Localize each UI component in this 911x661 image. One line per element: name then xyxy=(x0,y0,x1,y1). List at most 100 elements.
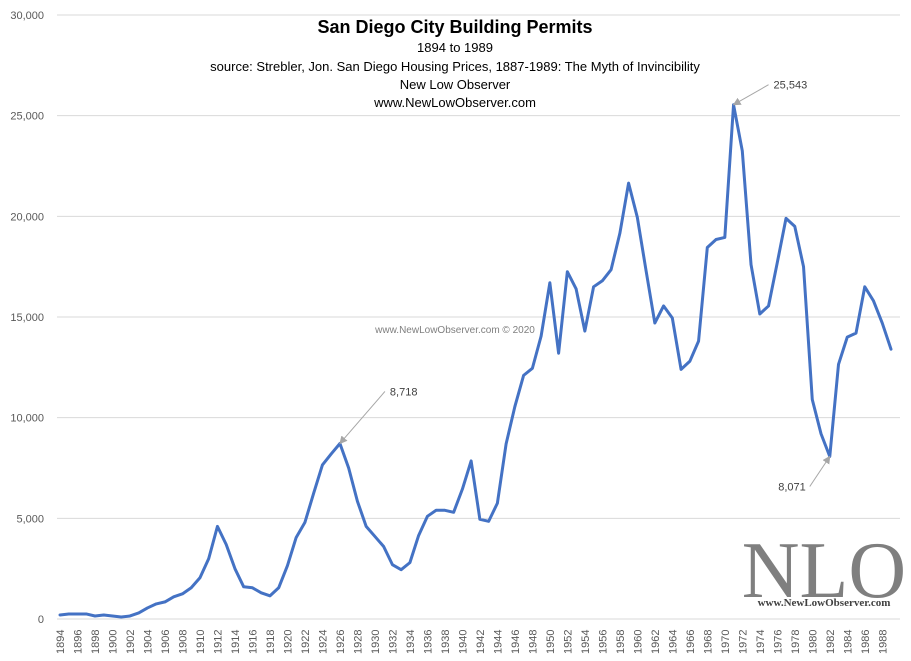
x-tick-label: 1970 xyxy=(720,630,732,654)
annotation-arrow xyxy=(732,84,769,106)
data-point xyxy=(776,261,779,264)
gridlines xyxy=(57,14,900,620)
x-tick-label: 1934 xyxy=(405,630,417,654)
x-tick-label: 1912 xyxy=(212,630,224,654)
x-tick-label: 1968 xyxy=(702,630,714,654)
data-point xyxy=(688,360,692,363)
x-tick-label: 1988 xyxy=(877,630,889,654)
data-point xyxy=(539,334,543,338)
data-point xyxy=(723,236,726,239)
x-tick-label: 1910 xyxy=(195,630,207,654)
data-point xyxy=(889,348,893,351)
data-point xyxy=(137,611,140,615)
logo: NLO www.NewLowObserver.com xyxy=(742,527,906,615)
data-point xyxy=(286,564,289,567)
annotation-label: 8,718 xyxy=(390,386,418,398)
watermark: www.NewLowObserver.com © 2020 xyxy=(374,325,535,336)
data-point xyxy=(294,536,298,539)
x-tick-label: 1982 xyxy=(825,630,837,654)
data-points xyxy=(58,103,893,619)
data-point xyxy=(225,543,228,546)
subtitle-author: New Low Observer xyxy=(400,77,511,92)
data-point xyxy=(522,374,525,377)
data-point xyxy=(583,329,587,333)
data-point xyxy=(382,545,385,548)
data-point xyxy=(714,238,718,241)
data-point xyxy=(251,586,254,589)
x-tick-label: 1894 xyxy=(55,630,67,654)
x-tick-label: 1986 xyxy=(860,630,872,654)
data-point xyxy=(679,368,683,371)
data-point xyxy=(531,367,534,370)
data-point xyxy=(487,520,490,523)
data-point xyxy=(644,269,648,272)
data-point xyxy=(443,509,447,512)
x-tick-label: 1916 xyxy=(247,630,259,654)
x-tick-label: 1922 xyxy=(300,630,312,654)
data-point xyxy=(496,502,499,505)
x-tick-label: 1902 xyxy=(125,630,137,654)
x-tick-label: 1978 xyxy=(790,630,802,654)
x-tick-label: 1940 xyxy=(457,630,469,654)
data-point xyxy=(399,568,403,571)
x-tick-label: 1920 xyxy=(282,630,294,654)
x-tick-label: 1918 xyxy=(265,630,277,654)
data-point xyxy=(172,595,175,599)
data-point xyxy=(609,268,613,271)
data-point xyxy=(259,591,263,595)
annotation-arrow xyxy=(339,391,386,445)
data-point xyxy=(767,304,770,308)
data-point xyxy=(356,500,359,503)
x-axis-ticks: 1894 1896 1898 1900 1902 1904 1906 1908 1910 1912… xyxy=(55,630,889,654)
y-tick-label: 25,000 xyxy=(10,111,44,123)
data-point xyxy=(128,614,132,618)
data-point xyxy=(741,149,744,153)
data-point xyxy=(373,535,377,538)
data-point xyxy=(863,285,866,288)
x-tick-label: 1954 xyxy=(580,630,592,654)
x-tick-label: 1906 xyxy=(160,630,172,654)
data-point xyxy=(216,525,219,528)
data-point xyxy=(697,339,700,343)
data-point xyxy=(513,405,517,408)
data-point xyxy=(434,509,438,512)
x-tick-label: 1924 xyxy=(317,630,329,654)
data-point xyxy=(163,600,167,604)
data-point xyxy=(198,576,202,579)
x-tick-label: 1984 xyxy=(842,630,854,654)
data-point xyxy=(819,432,823,435)
data-point xyxy=(469,459,473,463)
x-tick-label: 1964 xyxy=(667,630,679,654)
data-point xyxy=(111,614,114,618)
data-point xyxy=(181,592,184,596)
x-tick-label: 1926 xyxy=(335,630,347,654)
x-tick-label: 1938 xyxy=(440,630,452,654)
data-point xyxy=(426,515,429,518)
x-tick-label: 1908 xyxy=(177,630,189,654)
x-tick-label: 1900 xyxy=(107,630,119,654)
data-point xyxy=(207,557,210,560)
x-tick-label: 1896 xyxy=(72,630,84,654)
annotations: 8,718 25,543 8,071 xyxy=(339,80,831,494)
data-point xyxy=(854,331,858,335)
annotation-arrow xyxy=(809,455,831,487)
logo-text: NLO xyxy=(742,527,906,615)
data-point xyxy=(784,217,788,220)
data-point xyxy=(636,216,639,219)
data-point xyxy=(190,586,193,589)
data-point xyxy=(706,246,709,249)
data-point xyxy=(592,285,595,288)
x-tick-label: 1944 xyxy=(492,630,504,654)
data-point xyxy=(76,612,79,616)
data-point xyxy=(671,316,674,320)
x-tick-label: 1966 xyxy=(685,630,697,654)
x-tick-label: 1974 xyxy=(755,630,767,654)
x-tick-label: 1956 xyxy=(597,630,609,654)
data-point xyxy=(408,561,412,564)
data-point xyxy=(653,321,657,325)
x-tick-label: 1914 xyxy=(230,630,242,654)
y-tick-label: 0 xyxy=(38,614,44,626)
x-tick-label: 1928 xyxy=(352,630,364,654)
